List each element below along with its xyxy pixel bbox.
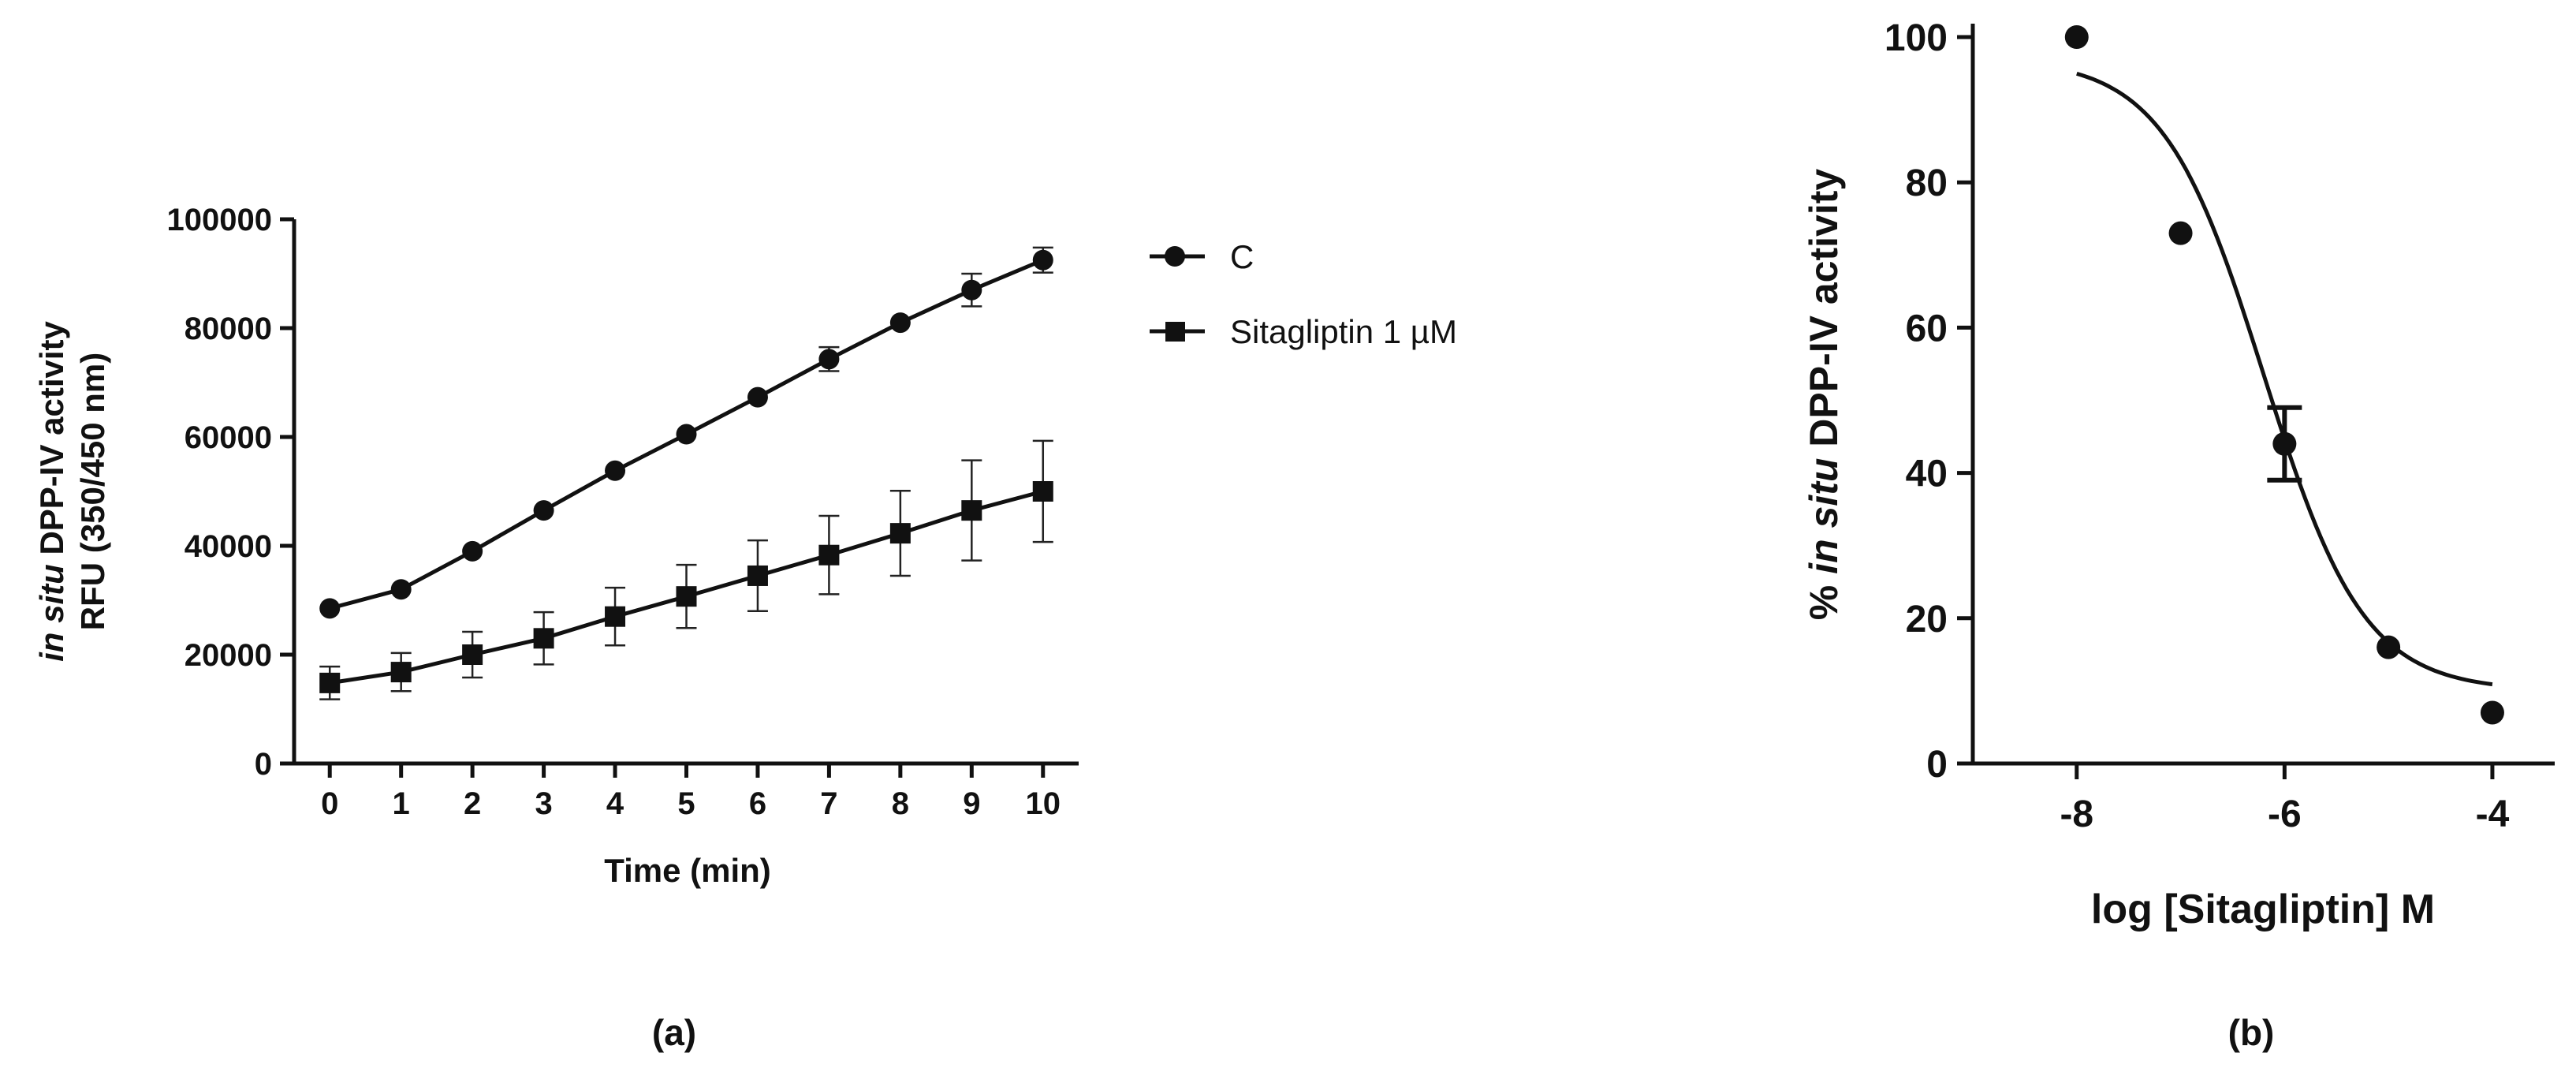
a-panel-label: (a) bbox=[652, 1012, 696, 1053]
a-point-c bbox=[961, 279, 982, 301]
b-data-point bbox=[2272, 431, 2297, 456]
a-x-tick-label: 4 bbox=[606, 786, 624, 821]
a-x-tick-label: 10 bbox=[1026, 786, 1061, 821]
b-y-tick-label: 40 bbox=[1906, 454, 1948, 495]
b-data-point bbox=[2168, 221, 2193, 245]
b-y-tick-label: 60 bbox=[1906, 308, 1948, 349]
b-fit-curve bbox=[2076, 72, 2493, 687]
a-y-axis-title-italic: in situ bbox=[33, 564, 70, 662]
a-x-axis-title: Time (min) bbox=[604, 852, 771, 889]
a-x-tick-label: 6 bbox=[749, 786, 766, 821]
b-y-axis-title: % in situ DPP-IV activity bbox=[1802, 169, 1846, 621]
a-point-sitagliptin bbox=[605, 606, 626, 627]
a-x-tick-label: 7 bbox=[820, 786, 837, 821]
a-point-sitagliptin bbox=[747, 565, 768, 586]
a-x-tick-label: 2 bbox=[464, 786, 481, 821]
a-point-c bbox=[1032, 249, 1053, 271]
b-y-tick-label: 0 bbox=[1926, 744, 1948, 786]
b-x-axis-title: log [Sitagliptin] M bbox=[2091, 887, 2435, 932]
b-data-point bbox=[2480, 700, 2504, 725]
a-legend: C Sitagliptin 1 µM bbox=[1150, 238, 1457, 350]
legend-marker-sitagliptin bbox=[1165, 322, 1185, 342]
a-point-c bbox=[889, 312, 911, 334]
b-x-tick-label: -6 bbox=[2268, 793, 2302, 835]
a-y-tick-label: 60000 bbox=[185, 420, 272, 455]
b-x-tick-label: -4 bbox=[2476, 793, 2510, 835]
a-point-sitagliptin bbox=[818, 544, 840, 566]
panel-b-chart: 0 20 40 60 80 100 -8 -6 -4 % in situ DPP-IV act… bbox=[1802, 17, 2555, 1053]
a-point-sitagliptin bbox=[462, 644, 483, 665]
a-y-tick-label: 20000 bbox=[185, 638, 272, 673]
b-data-point bbox=[2064, 25, 2089, 49]
a-point-sitagliptin bbox=[676, 586, 697, 607]
b-y-tick-label: 100 bbox=[1884, 17, 1948, 59]
a-point-sitagliptin bbox=[961, 500, 982, 521]
b-panel-label: (b) bbox=[2228, 1012, 2275, 1053]
a-point-sitagliptin bbox=[1032, 481, 1053, 502]
panel-a-chart: 0 20000 40000 60000 80000 100000 0 1 2 3 4 5 6 7 8 9 10… bbox=[33, 203, 1457, 1053]
a-point-sitagliptin bbox=[533, 628, 554, 649]
a-y-axis-title-rest: DPP-IV activity bbox=[33, 320, 70, 564]
b-y-tick-label: 80 bbox=[1906, 162, 1948, 204]
a-x-tick-label: 9 bbox=[963, 786, 980, 821]
a-point-c bbox=[676, 424, 697, 445]
b-x-tick-label: -8 bbox=[2060, 793, 2093, 835]
a-x-tick-label: 3 bbox=[535, 786, 552, 821]
a-y-tick-label: 100000 bbox=[167, 203, 272, 237]
a-y-tick-label: 40000 bbox=[185, 529, 272, 564]
a-x-tick-label: 1 bbox=[393, 786, 410, 821]
a-point-c bbox=[747, 386, 768, 408]
a-y-axis-title-line2: RFU (350/450 nm) bbox=[74, 353, 111, 630]
b-y-axis-title-rest: DPP-IV activity bbox=[1802, 169, 1846, 458]
a-point-sitagliptin bbox=[390, 662, 412, 683]
a-point-c bbox=[319, 598, 341, 619]
a-point-c bbox=[533, 500, 554, 521]
a-point-c bbox=[390, 579, 412, 600]
a-point-sitagliptin bbox=[889, 523, 911, 544]
a-point-c bbox=[605, 460, 626, 481]
a-x-tick-label: 0 bbox=[321, 786, 338, 821]
b-y-axis-title-italic: in situ bbox=[1802, 458, 1846, 574]
a-x-tick-label: 8 bbox=[892, 786, 909, 821]
a-y-axis-title-line1: in situ DPP-IV activity bbox=[33, 320, 70, 661]
a-y-tick-label: 0 bbox=[255, 747, 272, 782]
legend-label-sitagliptin: Sitagliptin 1 µM bbox=[1230, 313, 1457, 350]
legend-marker-c bbox=[1165, 246, 1185, 267]
a-point-sitagliptin bbox=[319, 672, 341, 693]
b-y-tick-label: 20 bbox=[1906, 599, 1948, 640]
b-data-point bbox=[2377, 635, 2401, 659]
a-x-tick-label: 5 bbox=[677, 786, 695, 821]
a-point-c bbox=[818, 349, 840, 370]
b-y-axis-title-prefix: % bbox=[1802, 574, 1846, 620]
a-y-tick-label: 80000 bbox=[185, 312, 272, 346]
legend-label-c: C bbox=[1230, 238, 1254, 275]
a-point-c bbox=[462, 540, 483, 562]
